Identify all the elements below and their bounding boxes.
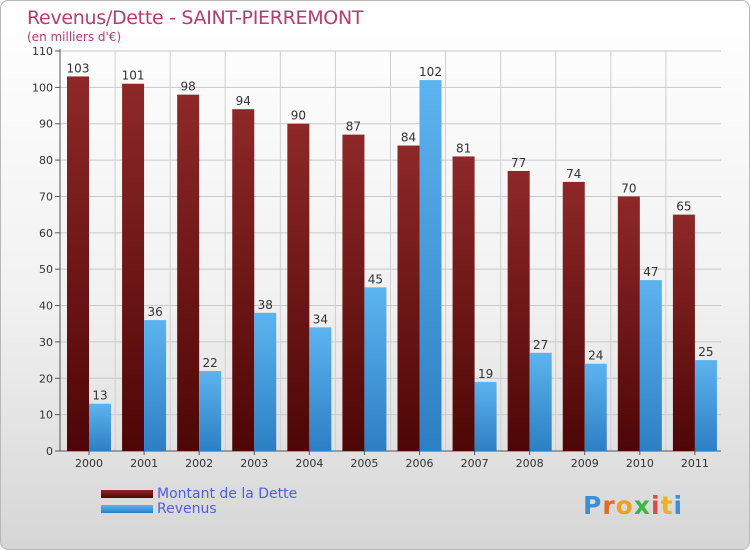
bar-revenus-2009 xyxy=(584,363,607,451)
bar-dette-2008 xyxy=(507,171,530,451)
y-tick-label-30: 30 xyxy=(39,336,53,349)
bar-revenus-2003 xyxy=(254,312,277,451)
data-label-dette-2010: 70 xyxy=(621,181,636,195)
bar-dette-2003 xyxy=(232,109,255,451)
logo-letter-3: x xyxy=(633,491,651,520)
bar-dette-2011 xyxy=(672,214,695,451)
bar-revenus-2007 xyxy=(474,381,497,451)
x-tick-label-2005: 2005 xyxy=(350,457,378,470)
data-label-revenus-2004: 34 xyxy=(313,312,328,326)
bar-revenus-2000 xyxy=(89,403,111,451)
data-label-dette-2011: 65 xyxy=(676,200,691,214)
bar-revenus-2002 xyxy=(199,371,222,451)
chart-title: Revenus/Dette - SAINT-PIERREMONT xyxy=(27,7,364,29)
x-tick-label-2002: 2002 xyxy=(185,457,213,470)
x-tick-label-2009: 2009 xyxy=(571,457,599,470)
legend-swatch-revenus xyxy=(101,504,153,513)
bar-revenus-2008 xyxy=(529,352,552,451)
y-tick-label-20: 20 xyxy=(39,372,53,385)
data-label-revenus-2003: 38 xyxy=(258,298,273,312)
y-tick-label-60: 60 xyxy=(39,227,53,240)
data-label-dette-2000: 103 xyxy=(67,61,90,75)
legend-swatch-dette xyxy=(101,489,153,498)
data-label-dette-2002: 98 xyxy=(181,80,196,94)
bar-revenus-2005 xyxy=(364,287,387,451)
data-label-revenus-2005: 45 xyxy=(368,272,383,286)
data-label-revenus-2009: 24 xyxy=(588,349,603,363)
legend: Montant de la Dette Revenus xyxy=(101,485,298,517)
data-label-revenus-2011: 25 xyxy=(698,345,713,359)
bar-dette-2002 xyxy=(177,94,200,452)
y-tick-label-70: 70 xyxy=(39,190,53,203)
y-tick-label-110: 110 xyxy=(32,45,53,58)
bar-dette-2005 xyxy=(342,134,365,452)
bar-dette-2001 xyxy=(122,83,145,452)
bar-dette-2010 xyxy=(617,196,640,451)
logo-letter-5: t xyxy=(660,491,674,520)
x-tick-label-2007: 2007 xyxy=(461,457,489,470)
x-tick-label-2003: 2003 xyxy=(240,457,268,470)
x-tick-label-2001: 2001 xyxy=(130,457,158,470)
data-label-dette-2003: 94 xyxy=(236,94,251,108)
y-tick-label-100: 100 xyxy=(32,81,53,94)
bar-revenus-2011 xyxy=(694,360,717,451)
bar-revenus-2010 xyxy=(639,280,662,451)
x-tick-label-2006: 2006 xyxy=(406,457,434,470)
data-label-revenus-2000: 13 xyxy=(92,389,107,403)
data-label-revenus-2001: 36 xyxy=(147,305,162,319)
legend-item-revenus: Revenus xyxy=(101,500,297,517)
logo-letter-6: i xyxy=(673,491,684,520)
proxiti-logo: Proxiti xyxy=(583,491,683,520)
y-tick-label-40: 40 xyxy=(39,300,53,313)
x-tick-label-2004: 2004 xyxy=(295,457,323,470)
y-tick-label-0: 0 xyxy=(46,445,53,458)
chart-subtitle: (en milliers d'€) xyxy=(27,30,122,44)
bar-revenus-2001 xyxy=(144,320,167,451)
legend-item-dette: Montant de la Dette xyxy=(101,485,298,502)
bar-dette-2009 xyxy=(562,181,585,451)
legend-label-revenus: Revenus xyxy=(157,500,217,517)
logo-letter-2: o xyxy=(615,491,634,520)
data-label-dette-2006: 84 xyxy=(401,131,416,145)
data-label-revenus-2002: 22 xyxy=(203,356,218,370)
x-tick-label-2000: 2000 xyxy=(75,457,103,470)
x-tick-label-2011: 2011 xyxy=(681,457,709,470)
logo-letter-0: P xyxy=(583,491,603,520)
bar-revenus-2004 xyxy=(309,327,332,451)
bar-revenus-2006 xyxy=(419,80,442,451)
data-label-revenus-2006: 102 xyxy=(419,65,442,79)
logo-letter-1: r xyxy=(602,491,616,520)
data-label-dette-2009: 74 xyxy=(566,167,581,181)
y-tick-label-50: 50 xyxy=(39,263,53,276)
data-label-revenus-2007: 19 xyxy=(478,367,493,381)
y-tick-label-10: 10 xyxy=(39,409,53,422)
y-tick-label-80: 80 xyxy=(39,154,53,167)
data-label-dette-2008: 77 xyxy=(511,156,526,170)
bar-dette-2006 xyxy=(397,145,420,451)
y-tick-label-90: 90 xyxy=(39,118,53,131)
data-label-revenus-2010: 47 xyxy=(643,265,658,279)
bar-dette-2004 xyxy=(287,123,310,452)
bar-dette-2007 xyxy=(452,156,475,452)
data-label-dette-2005: 87 xyxy=(346,120,361,134)
logo-letter-4: i xyxy=(651,491,661,520)
data-label-dette-2001: 101 xyxy=(122,69,145,83)
x-tick-label-2008: 2008 xyxy=(516,457,544,470)
data-label-revenus-2008: 27 xyxy=(533,338,548,352)
data-label-dette-2004: 90 xyxy=(291,109,306,123)
x-tick-label-2010: 2010 xyxy=(626,457,654,470)
bar-dette-2000 xyxy=(67,76,89,452)
legend-label-dette: Montant de la Dette xyxy=(157,485,298,502)
data-label-dette-2007: 81 xyxy=(456,141,471,155)
